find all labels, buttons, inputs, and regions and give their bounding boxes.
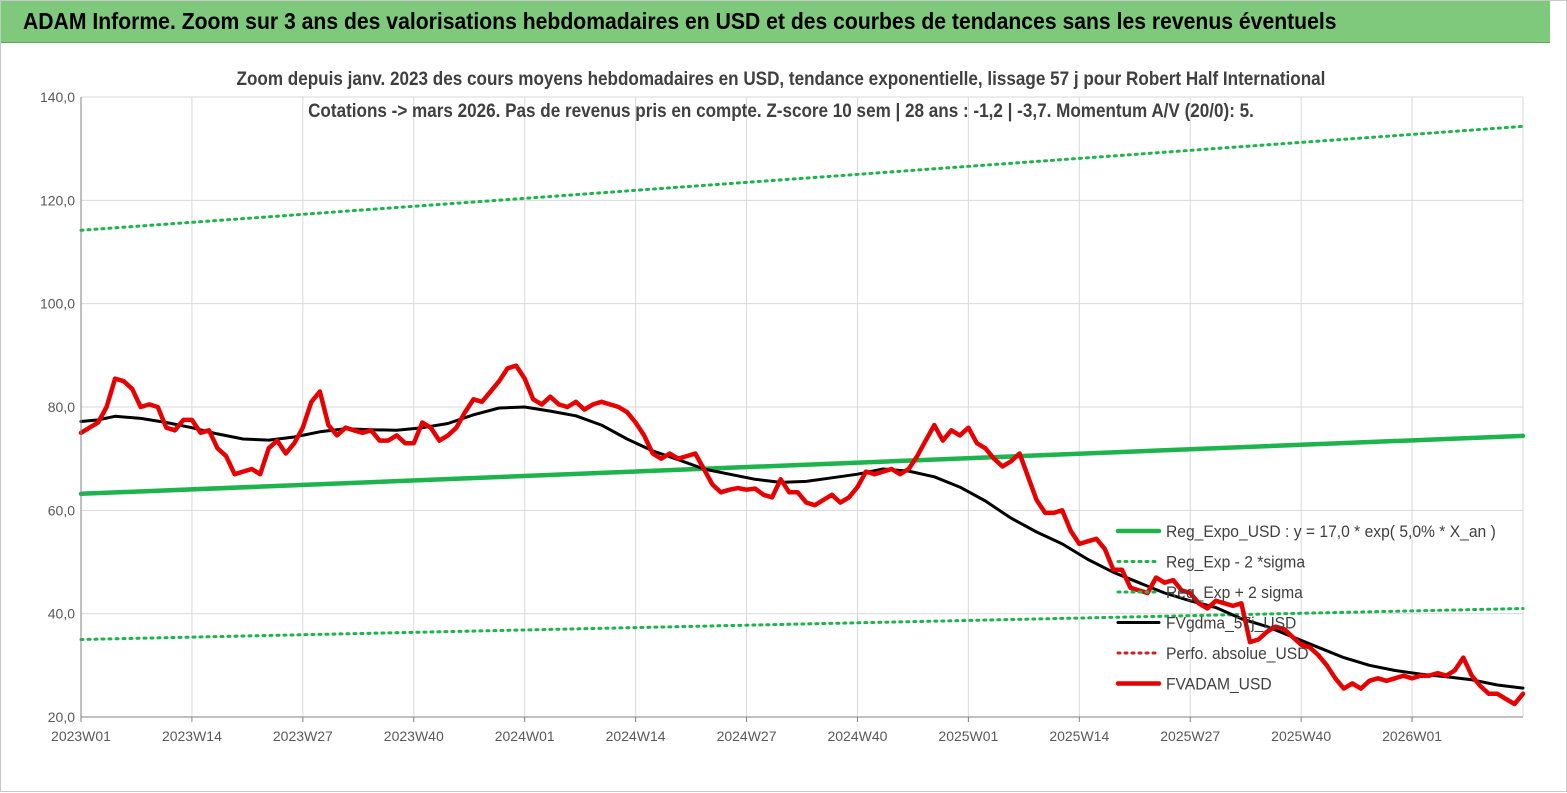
series-line-reg-exp <box>79 607 1525 641</box>
header-banner: ADAM Informe. Zoom sur 3 ans des valoris… <box>1 1 1550 43</box>
x-tick-label: 2023W40 <box>384 728 444 744</box>
legend: Reg_Expo_USD : y = 17,0 * exp( 5,0% * X_… <box>1115 522 1496 694</box>
x-tick-label: 2024W27 <box>717 728 777 744</box>
axes: 20,0 40,0 60,0 80,0 100,0 120,0 140,0 2023W01 20… <box>40 89 1523 744</box>
y-tick-label: 120,0 <box>40 192 75 208</box>
legend-label: Reg_Expo_USD : y = 17,0 * exp( 5,0% * X_… <box>1166 522 1496 541</box>
chart-title: Zoom depuis janv. 2023 des cours moyens … <box>237 68 1326 89</box>
series-lines <box>78 124 1526 707</box>
legend-label: Perfo. absolue_USD <box>1166 644 1309 663</box>
legend-label: FVADAM_USD <box>1166 675 1272 694</box>
x-tick-label: 2024W40 <box>827 728 887 744</box>
legend-label: Reg_Exp - 2 *sigma <box>1166 553 1306 572</box>
x-tick-label: 2026W01 <box>1382 728 1442 744</box>
y-tick-label: 80,0 <box>48 399 75 415</box>
x-tick-label: 2023W01 <box>51 728 111 744</box>
x-tick-label: 2025W14 <box>1049 728 1109 744</box>
y-tick-label: 60,0 <box>48 502 75 518</box>
x-tick-label: 2024W14 <box>606 728 666 744</box>
page-title: ADAM Informe. Zoom sur 3 ans des valoris… <box>23 8 1337 34</box>
series-line-reg-exp <box>79 124 1525 232</box>
x-tick-label: 2024W01 <box>495 728 555 744</box>
y-tick-label: 140,0 <box>40 89 75 105</box>
x-tick-label: 2025W01 <box>938 728 998 744</box>
y-tick-label: 40,0 <box>48 606 75 622</box>
chart-subtitle: Cotations -> mars 2026. Pas de revenus p… <box>308 100 1254 121</box>
series-line-reg-expo <box>78 433 1526 497</box>
y-tick-label: 100,0 <box>40 296 75 312</box>
x-tick-label: 2025W27 <box>1160 728 1220 744</box>
x-tick-label: 2025W40 <box>1271 728 1331 744</box>
series-line-fvadam-usd <box>78 363 1526 707</box>
x-tick-label: 2023W27 <box>273 728 333 744</box>
series-line-fvgdma-57j <box>79 405 1525 690</box>
legend-label: Reg_Exp + 2 sigma <box>1166 583 1304 602</box>
legend-label: FVgdma_57j_USD <box>1166 614 1297 633</box>
y-tick-label: 20,0 <box>48 709 75 725</box>
x-tick-label: 2023W14 <box>162 728 222 744</box>
